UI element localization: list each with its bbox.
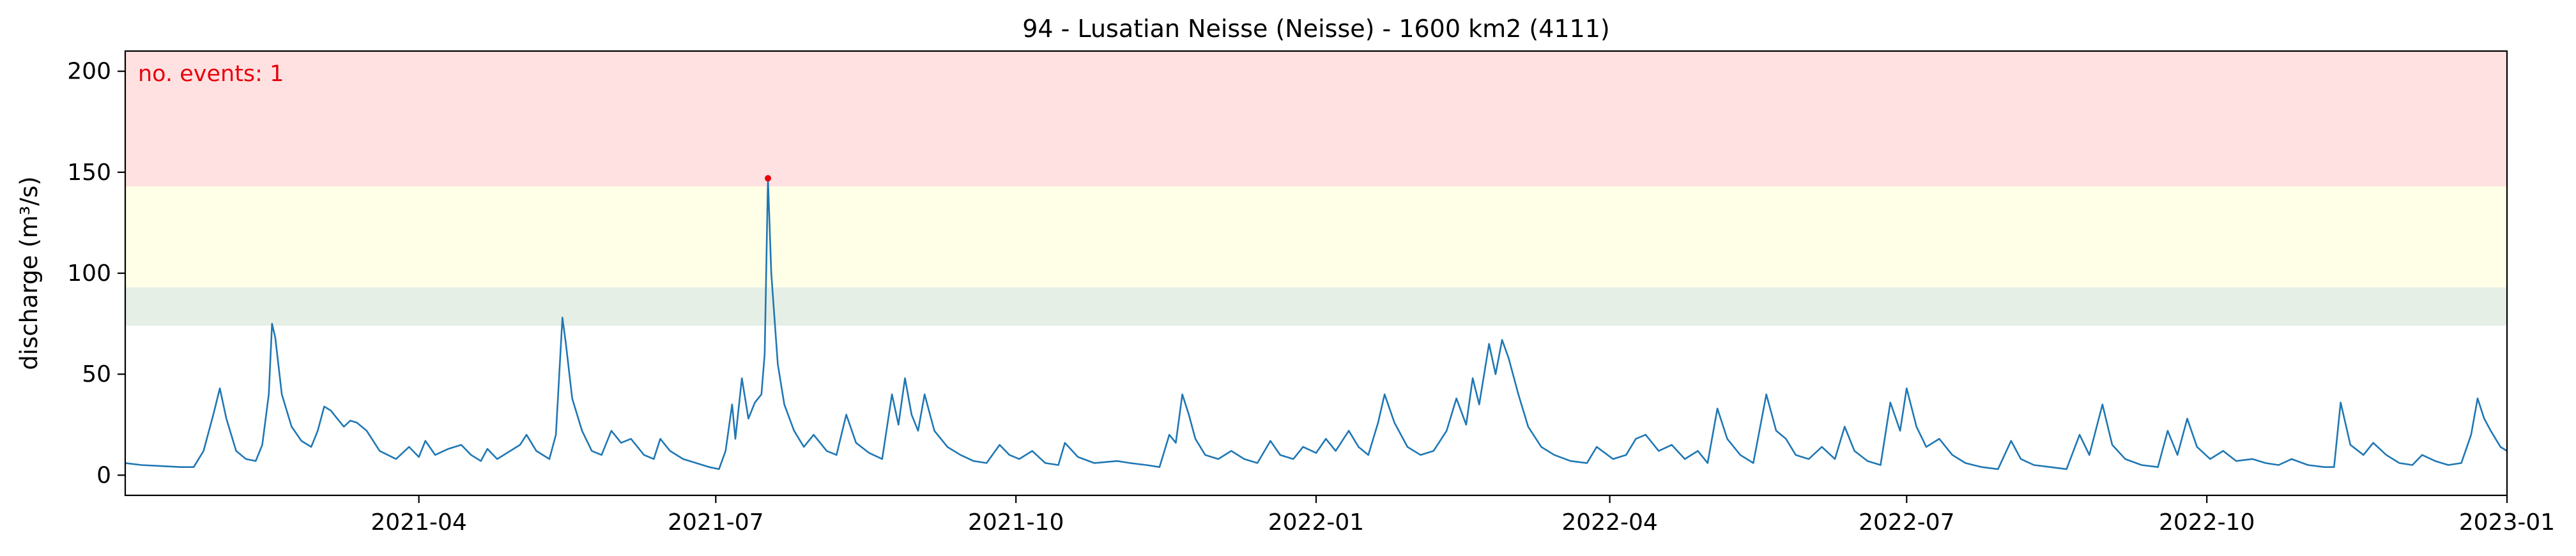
event-layer bbox=[765, 175, 772, 182]
x-tick-label-2022-01: 2022-01 bbox=[1268, 509, 1364, 536]
y-tick-label-100: 100 bbox=[67, 260, 111, 287]
event-count-annotation: no. events: 1 bbox=[138, 61, 284, 87]
x-axis-ticks: 2021-04 2021-07 2021-10 2022-01 2022-04 2022-… bbox=[371, 495, 2555, 536]
x-tick-label-2021-04: 2021-04 bbox=[371, 509, 466, 536]
series-layer bbox=[125, 177, 2508, 470]
x-tick-label-2022-07: 2022-07 bbox=[1859, 509, 1954, 536]
x-tick-label-2021-07: 2021-07 bbox=[668, 509, 763, 536]
threshold-band-2 bbox=[125, 186, 2507, 288]
threshold-band-3 bbox=[125, 51, 2507, 186]
x-tick-label-2022-10: 2022-10 bbox=[2159, 509, 2255, 536]
discharge-series-line bbox=[125, 177, 2508, 470]
y-tick-label-150: 150 bbox=[67, 160, 111, 186]
event-marker-1 bbox=[765, 175, 772, 182]
chart-title: 94 - Lusatian Neisse (Neisse) - 1600 km2… bbox=[1022, 15, 1610, 43]
y-tick-label-50: 50 bbox=[82, 361, 111, 387]
y-axis-ticks: 0 50 100 150 200 bbox=[67, 59, 125, 488]
x-tick-label-2023-01: 2023-01 bbox=[2459, 509, 2555, 536]
threshold-band-1 bbox=[125, 287, 2507, 326]
y-tick-label-200: 200 bbox=[67, 59, 111, 85]
y-axis-label: discharge (m³/s) bbox=[15, 176, 43, 370]
y-tick-label-0: 0 bbox=[96, 462, 111, 488]
x-tick-label-2022-04: 2022-04 bbox=[1561, 509, 1657, 536]
x-tick-label-2021-10: 2021-10 bbox=[968, 509, 1064, 536]
threshold-bands bbox=[125, 51, 2507, 326]
